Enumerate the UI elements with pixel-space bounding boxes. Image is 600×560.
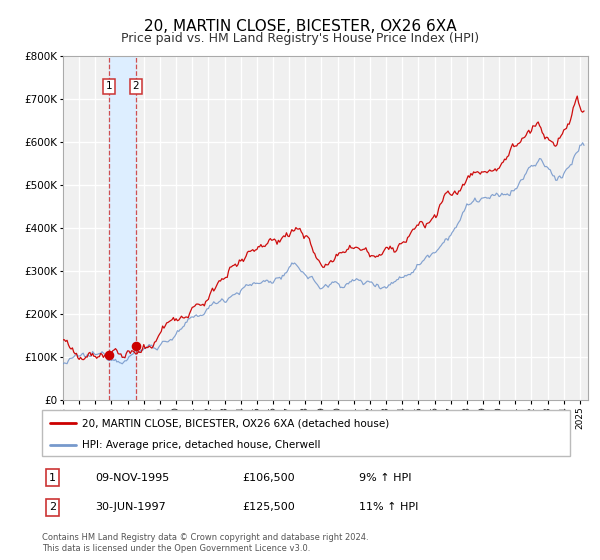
Text: 20, MARTIN CLOSE, BICESTER, OX26 6XA (detached house): 20, MARTIN CLOSE, BICESTER, OX26 6XA (de… bbox=[82, 418, 389, 428]
Text: 2: 2 bbox=[133, 81, 139, 91]
Text: £125,500: £125,500 bbox=[242, 502, 295, 512]
Point bbox=[131, 342, 140, 351]
Text: 20, MARTIN CLOSE, BICESTER, OX26 6XA: 20, MARTIN CLOSE, BICESTER, OX26 6XA bbox=[143, 19, 457, 34]
Bar bbox=[109, 56, 136, 400]
Text: 1: 1 bbox=[106, 81, 113, 91]
Text: 11% ↑ HPI: 11% ↑ HPI bbox=[359, 502, 418, 512]
Text: HPI: Average price, detached house, Cherwell: HPI: Average price, detached house, Cher… bbox=[82, 440, 320, 450]
Text: Price paid vs. HM Land Registry's House Price Index (HPI): Price paid vs. HM Land Registry's House … bbox=[121, 32, 479, 45]
Text: £106,500: £106,500 bbox=[242, 473, 295, 483]
Text: 09-NOV-1995: 09-NOV-1995 bbox=[95, 473, 169, 483]
Text: 1: 1 bbox=[49, 473, 56, 483]
Text: Contains HM Land Registry data © Crown copyright and database right 2024.
This d: Contains HM Land Registry data © Crown c… bbox=[42, 533, 368, 553]
Text: 30-JUN-1997: 30-JUN-1997 bbox=[95, 502, 166, 512]
Point bbox=[104, 350, 114, 359]
Text: 9% ↑ HPI: 9% ↑ HPI bbox=[359, 473, 412, 483]
Text: 2: 2 bbox=[49, 502, 56, 512]
